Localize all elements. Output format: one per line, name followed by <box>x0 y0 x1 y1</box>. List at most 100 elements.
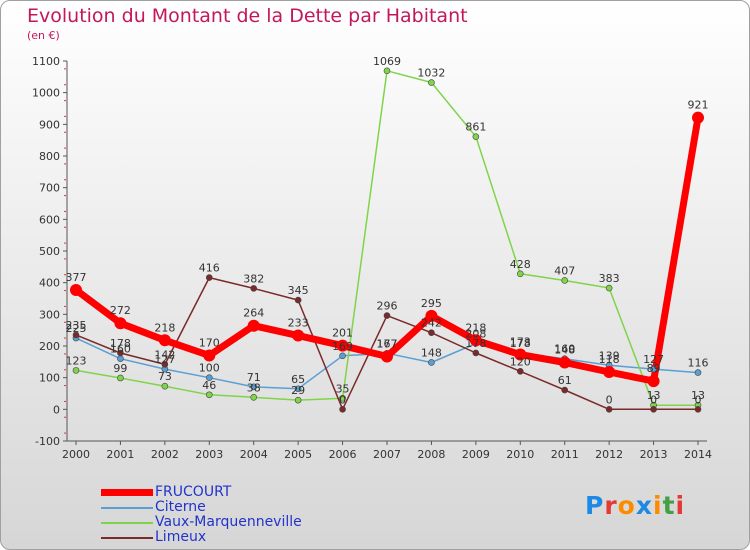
data-point <box>472 349 480 357</box>
x-tick-label: 2000 <box>62 448 90 461</box>
data-label: 345 <box>288 284 309 297</box>
data-point <box>428 79 435 86</box>
data-point <box>650 406 657 413</box>
data-label: 1032 <box>417 67 445 80</box>
data-label: 177 <box>377 337 398 350</box>
y-tick-label: 800 <box>39 150 60 163</box>
data-label: 296 <box>377 300 398 313</box>
data-label: 38 <box>247 381 261 394</box>
x-tick-label: 2011 <box>551 448 579 461</box>
data-label: 139 <box>599 349 620 362</box>
data-point <box>114 317 127 330</box>
data-point <box>650 365 657 373</box>
y-tick-label: 1100 <box>32 55 60 68</box>
data-label: 127 <box>154 353 175 366</box>
data-label: 235 <box>66 319 87 332</box>
data-label: 201 <box>332 327 353 340</box>
data-label: 428 <box>510 258 531 271</box>
data-point <box>558 356 571 369</box>
data-point <box>469 334 482 347</box>
y-tick-label: 100 <box>39 372 60 385</box>
data-point <box>70 283 82 296</box>
x-tick-label: 2003 <box>195 448 223 461</box>
data-point <box>117 374 124 382</box>
data-point <box>428 359 435 366</box>
data-label: 148 <box>554 343 575 356</box>
data-point <box>294 396 302 404</box>
x-tick-label: 2005 <box>284 448 312 461</box>
data-label: 0 <box>695 393 702 406</box>
y-tick-label: 200 <box>39 340 60 353</box>
logo-letter: o <box>617 491 636 520</box>
data-point <box>294 385 302 393</box>
data-point <box>117 349 124 357</box>
data-point <box>250 393 258 401</box>
data-label: 0 <box>339 393 346 406</box>
data-label: 167 <box>377 337 398 350</box>
data-label: 416 <box>199 262 220 275</box>
data-point <box>205 374 213 381</box>
data-label: 233 <box>288 317 309 330</box>
data-label: 377 <box>66 271 87 284</box>
data-point <box>514 348 527 361</box>
x-tick-label: 2009 <box>462 448 490 461</box>
data-point <box>428 329 435 337</box>
data-point <box>561 277 569 284</box>
data-label: 225 <box>66 322 87 335</box>
data-label: 148 <box>421 346 442 359</box>
data-label: 118 <box>599 353 620 366</box>
data-point <box>72 331 80 339</box>
data-label: 264 <box>243 307 264 320</box>
logo-letter: x <box>635 491 653 520</box>
data-point <box>161 382 169 390</box>
y-tick-label: 600 <box>39 213 60 226</box>
data-point <box>247 319 260 332</box>
data-point <box>205 274 213 281</box>
x-tick-label: 2008 <box>417 448 445 461</box>
data-point <box>250 383 258 391</box>
data-label: 169 <box>332 340 353 353</box>
logo-letter: P <box>585 491 605 520</box>
proxiti-logo: Proxiti <box>585 491 685 520</box>
y-tick-label: 300 <box>39 308 60 321</box>
data-point <box>383 312 391 319</box>
x-tick-label: 2001 <box>106 448 134 461</box>
data-label: 383 <box>599 272 620 285</box>
data-label: 160 <box>110 343 131 356</box>
axes: -100010020030040050060070080090010001100… <box>32 55 712 461</box>
data-label: 272 <box>110 304 131 317</box>
legend-label-frucourt: FRUCOURT <box>155 484 232 500</box>
data-label: 861 <box>465 121 486 134</box>
data-label: 218 <box>154 321 175 334</box>
data-label: 0 <box>650 393 657 406</box>
data-label: 178 <box>110 337 131 350</box>
data-point <box>516 368 524 375</box>
data-label: 208 <box>465 327 486 340</box>
data-point <box>294 296 302 304</box>
legend-label-citerne: Citerne <box>155 499 206 515</box>
data-point <box>605 406 613 413</box>
data-point <box>692 111 704 124</box>
data-point <box>336 339 349 352</box>
data-point <box>561 386 569 394</box>
data-point <box>603 365 616 378</box>
data-point <box>72 367 80 374</box>
logo-letter: r <box>604 491 618 520</box>
data-label: 218 <box>465 321 486 334</box>
legend-swatch-limeux <box>101 537 153 539</box>
data-point <box>605 284 613 292</box>
chart-title: Evolution du Montant de la Dette par Hab… <box>27 5 468 27</box>
data-point <box>205 391 213 399</box>
y-tick-label: 0 <box>53 403 60 416</box>
data-point <box>381 350 393 363</box>
y-tick-label: 500 <box>39 245 60 258</box>
y-tick-label: -100 <box>35 435 60 448</box>
data-label: 46 <box>202 379 216 392</box>
data-point <box>694 406 702 413</box>
data-label: 1069 <box>373 55 401 68</box>
x-tick-label: 2010 <box>506 448 534 461</box>
data-label: 99 <box>113 362 127 375</box>
data-point <box>339 394 346 402</box>
